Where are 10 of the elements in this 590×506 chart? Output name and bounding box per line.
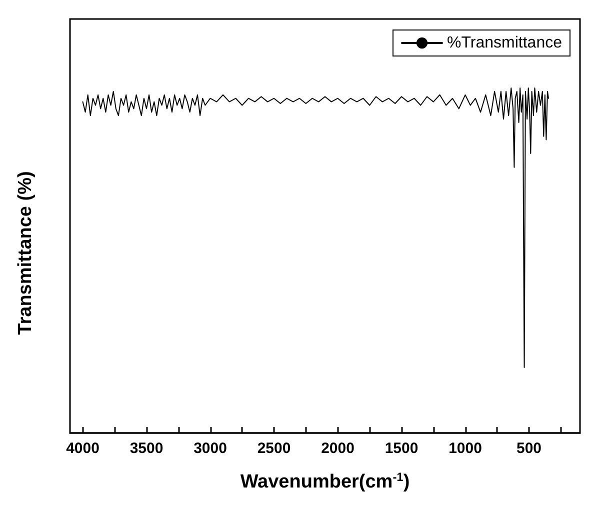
x-tick-label: 3500 (130, 440, 164, 457)
x-tick-label: 2000 (321, 440, 354, 457)
x-tick-label: 1500 (384, 440, 418, 457)
x-tick-label: 4000 (66, 440, 100, 457)
x-tick-label: 3000 (194, 440, 227, 457)
x-tick-label: 1000 (448, 440, 482, 457)
y-axis-title: Transmittance (%) (15, 171, 36, 335)
x-tick-label: 2500 (257, 440, 291, 457)
x-tick-label: 500 (516, 440, 542, 457)
legend-label: %Transmittance (447, 34, 562, 52)
